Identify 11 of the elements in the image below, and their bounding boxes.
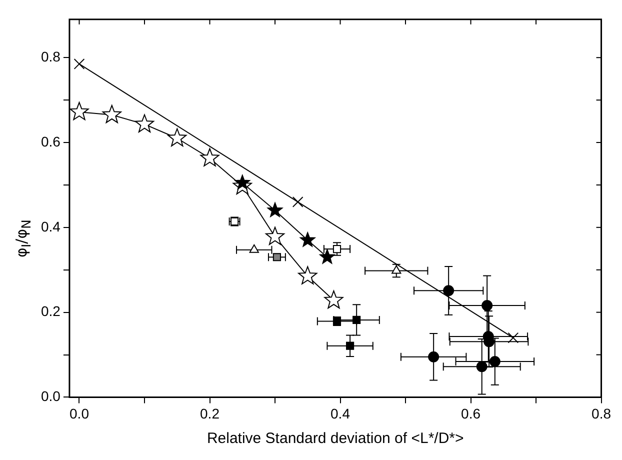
x-tick-label: 0.8 [592,405,612,422]
y-tick-label: 0.8 [40,48,61,64]
y-tick-label: 0.2 [40,303,61,320]
x-tick-label: 0.4 [330,405,350,422]
x-axis-title: Relative Standard deviation of <L*/D*> [206,430,464,448]
x-tick-label: 0.0 [70,405,90,422]
x-tick-label: 0.2 [200,405,220,422]
y-tick-label: 0.6 [40,133,61,150]
x-tick-label: 0.6 [461,405,481,422]
y-tick-label: 0.0 [40,388,61,404]
y-tick-label: 0.4 [40,218,61,234]
